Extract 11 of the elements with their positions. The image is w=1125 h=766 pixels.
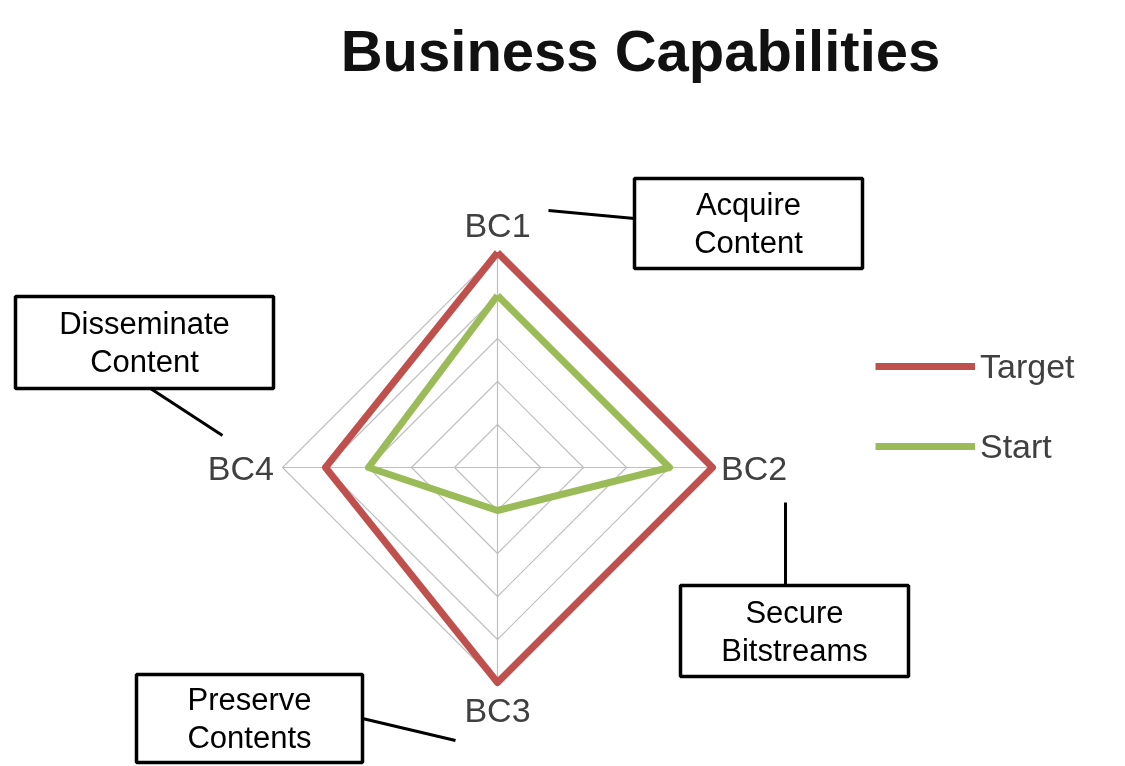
spoke-label: BC3 <box>464 691 531 730</box>
text: Secure Bitstreams <box>721 594 868 668</box>
chart-title: Business Capabilities <box>340 18 941 83</box>
text: Preserve Contents <box>187 682 312 755</box>
spoke-label: BC4 <box>207 448 274 487</box>
spoke-label: BC2 <box>721 448 788 487</box>
legend-label: Target <box>980 346 1075 386</box>
legend-label: Start <box>980 426 1052 466</box>
text: Disseminate Content <box>59 306 230 379</box>
spoke-label: BC1 <box>464 205 531 244</box>
text: Acquire Content <box>694 187 804 260</box>
